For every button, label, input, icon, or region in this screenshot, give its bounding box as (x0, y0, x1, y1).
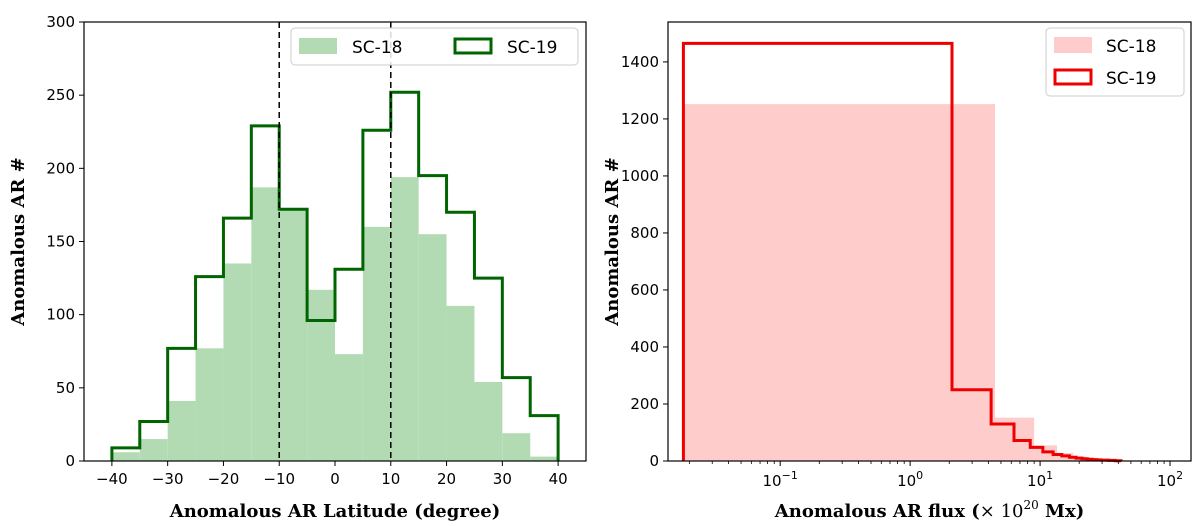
y-tick-label-0: 0 (65, 452, 75, 470)
sc18-lat-bar-12 (446, 305, 475, 461)
x-tick-label-3: −10 (263, 470, 295, 488)
y-tick-label-1: 50 (56, 379, 75, 397)
y-tick-label-6: 1200 (621, 110, 659, 128)
sc18-lat-bar-9 (362, 226, 391, 461)
x-tick-label-7: 30 (493, 470, 512, 488)
x-tick-label-1: 100 (897, 469, 923, 490)
plot-frame (667, 21, 1192, 462)
x-tick-label-0: −40 (96, 470, 128, 488)
sc18-lat-bar-11 (418, 234, 447, 461)
x-tick-label-8: 40 (549, 470, 568, 488)
sc18-lat-bar-8 (335, 354, 363, 461)
sc18-lat-bar-4 (223, 263, 252, 461)
sc18-lat-bar-1 (139, 439, 168, 461)
y-axis-label: Anomalous AR # (8, 157, 29, 326)
x-tick-label-3: 102 (1157, 469, 1183, 490)
x-axis-label: Anomalous AR Latitude (degree) (169, 501, 501, 522)
x-tick-label-2: 101 (1027, 469, 1053, 490)
y-tick-label-0: 0 (649, 452, 659, 470)
legend-swatch-sc18 (1054, 37, 1092, 53)
sc18-lat-bar-15 (530, 456, 559, 461)
y-tick-label-5: 250 (46, 86, 75, 104)
x-tick-label-2: −20 (208, 470, 240, 488)
y-tick-label-2: 400 (630, 338, 659, 356)
x-tick-label-0: 10−1 (763, 469, 798, 490)
legend-swatch-sc18 (299, 38, 337, 54)
sc19-flux-step-line (681, 41, 1123, 463)
legend-label-sc18: SC-18 (352, 38, 402, 58)
sc18-flux-bar-0 (683, 104, 996, 462)
legend-label-sc18: SC-18 (1106, 37, 1156, 57)
legend-label-sc19: SC-19 (507, 38, 557, 58)
y-tick-label-6: 300 (46, 13, 75, 31)
x-tick-label-5: 10 (381, 470, 400, 488)
legend-box (290, 27, 579, 66)
legend: SC-18 SC-19 (1045, 27, 1185, 97)
x-tick-label-6: 20 (437, 470, 456, 488)
x-tick-label-4: 0 (330, 470, 340, 488)
sc19-lat-step-line (110, 90, 560, 461)
y-tick-label-4: 800 (630, 224, 659, 242)
sc18-lat-bar-5 (251, 187, 280, 461)
sc18-lat-bar-3 (195, 348, 224, 461)
sc18-lat-bar-13 (474, 381, 503, 461)
sc18-lat-bar-14 (502, 433, 531, 461)
sc18-lat-bar-2 (167, 401, 196, 461)
y-tick-label-3: 600 (630, 281, 659, 299)
legend-label-sc19: SC-19 (1106, 69, 1156, 89)
y-tick-label-4: 200 (46, 159, 75, 177)
y-tick-label-1: 200 (630, 395, 659, 413)
x-axis-label: Anomalous AR flux (× 1020 Mx) (774, 498, 1084, 522)
sc18-lat-bar-6 (279, 209, 308, 461)
x-tick-label-1: −30 (152, 470, 184, 488)
y-axis-label: Anomalous AR # (602, 157, 623, 326)
sc18-lat-bar-0 (111, 452, 140, 461)
y-tick-label-3: 150 (46, 233, 75, 251)
latitude-histogram-chart: −40 −30 −20 −10 0 10 20 30 40 0 50 100 150 200 250 300 A… (8, 13, 587, 522)
legend-swatch-sc19 (1053, 68, 1093, 86)
legend: SC-18 SC-19 (290, 27, 579, 66)
flux-histogram-chart: 10−1 100 101 102 0 200 400 600 800 1000 1200 1400 An… (602, 21, 1192, 522)
y-tick-label-2: 100 (46, 306, 75, 324)
y-tick-label-5: 1000 (621, 167, 659, 185)
legend-swatch-sc19 (453, 37, 493, 55)
sc18-lat-bar-10 (390, 177, 419, 461)
y-tick-label-7: 1400 (621, 53, 659, 71)
sc18-lat-bar-7 (307, 289, 335, 461)
